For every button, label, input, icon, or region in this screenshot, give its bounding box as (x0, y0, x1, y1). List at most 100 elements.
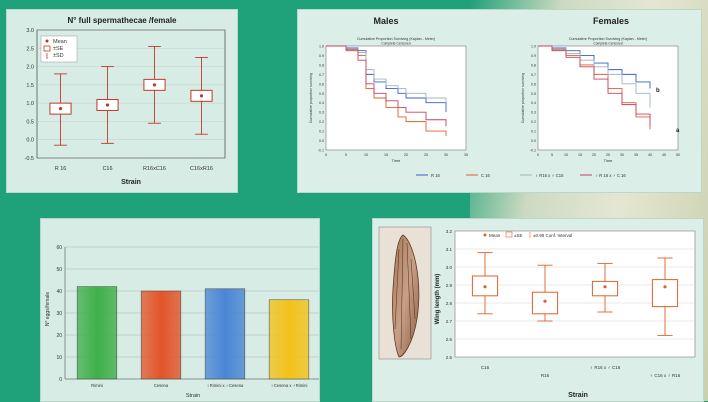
bar (140, 290, 182, 380)
x-tick-label: 20 (592, 153, 596, 157)
x-tick-label: 10 (364, 153, 368, 157)
y-tick-label: 0 (59, 377, 62, 383)
y-tick-label: 2.0 (26, 65, 34, 71)
eggs-panel: 60 50 40 30 20 10 0 Rimini Cesena ♀Rimini x ♂Cese… (40, 218, 320, 402)
y-tick-label: 2.5 (446, 355, 453, 360)
y-tick-label: 0.7 (319, 73, 324, 77)
x-tick-label: R16xC16 (143, 166, 166, 172)
spermathecae-xlabel: Strain (121, 179, 141, 186)
x-tick-label: C16 (481, 365, 490, 370)
x-tick-label: 5 (551, 153, 553, 157)
legend-label: ♀ R16 x ♂ C16 (535, 173, 564, 178)
legend-se-box (43, 45, 51, 52)
y-tick-label: 50 (56, 267, 62, 273)
y-tick-label: 2.9 (446, 283, 453, 288)
x-tick-label: ♀Cesena x ♂Rimini (271, 383, 308, 388)
spermathecae-title: N° full spermathecae /female (67, 16, 177, 25)
wing-legend-mean: Mean (489, 233, 501, 238)
wing-chart: 3.2 3.1 3.0 2.9 2.8 2.7 2.6 2.5 C16 R16 ♀ R16 x ♂ … (378, 226, 696, 399)
legend-label: C 16 (481, 173, 491, 178)
y-tick-label: 0.1 (319, 130, 324, 134)
x-tick-label: 0 (325, 153, 327, 157)
wing-panel: 3.2 3.1 3.0 2.9 2.8 2.7 2.6 2.5 C16 R16 ♀ R16 x ♂ … (372, 218, 704, 402)
wing-legend-se: ±SE (514, 233, 522, 238)
y-tick-label: 1.5 (26, 83, 34, 89)
y-tick-label: 1.0 (26, 101, 34, 107)
survival-line (538, 45, 651, 127)
subtitle: Cumulative Proportion Surviving (Kaplan … (569, 37, 647, 41)
y-tick-label: 0.2 (319, 120, 324, 124)
y-tick-label: 20 (56, 333, 62, 339)
x-tick-label: 25 (606, 153, 610, 157)
mean-point (543, 299, 547, 303)
bar (204, 288, 246, 380)
x-tick-label: 35 (464, 153, 468, 157)
y-tick-label: -0.1 (318, 149, 324, 153)
mean-point (483, 285, 487, 289)
wing-legend: Mean ±SE ±0.95 Conf. Interval (483, 231, 572, 238)
y-tick-label: 0.0 (26, 138, 34, 144)
x-tick-label: 40 (648, 153, 652, 157)
y-tick-label: 0.6 (319, 82, 324, 86)
legend-sd-label: ±SD (53, 53, 64, 59)
x-tick-label: 10 (564, 153, 568, 157)
wing-legend-se-box (505, 231, 513, 238)
y-tick-label: 1.0 (319, 45, 324, 49)
y-tick-label: 10 (56, 355, 62, 361)
y-tick-label: 0.8 (319, 63, 324, 67)
bar (76, 286, 118, 380)
y-tick-label: 0.5 (531, 92, 536, 96)
box-se (591, 280, 619, 297)
x-tick-label: ♀ C16 x ♂ R16 (650, 373, 681, 378)
y-tick-label: 0.4 (531, 101, 536, 105)
subtitle: Cumulative Proportion Surviving (Kaplan … (357, 37, 435, 41)
y-tick-label: 30 (56, 311, 62, 317)
x-tick-label: 35 (634, 153, 638, 157)
survival-chart: Males Females Cumulative Proportion Surv… (309, 16, 680, 178)
y-tick-label: 1.0 (531, 45, 536, 49)
survival-legend: R 16 C 16 ♀ R16 x ♂ C16 ♀ R 16 x ♂ C 16 (416, 173, 626, 178)
subtitle2: Complete Censored (593, 42, 622, 46)
y-tick-label: 0.2 (531, 120, 536, 124)
spermathecae-chart: N° full spermathecae /female 3.0 2.5 2.0 1.… (25, 16, 226, 186)
x-tick-label: 20 (404, 153, 408, 157)
x-tick-label: 30 (620, 153, 624, 157)
mean-point (663, 285, 667, 289)
x-tick-label: 0 (537, 153, 539, 157)
y-tick-label: 0.9 (531, 54, 536, 58)
x-tick-label: 30 (444, 153, 448, 157)
legend-label: ♀ R 16 x ♂ C 16 (595, 173, 626, 178)
x-tick-label: ♀Rimini x ♂Cesena (207, 383, 244, 388)
mean-point (603, 285, 607, 289)
y-tick-label: -0.1 (530, 149, 536, 153)
x-tick-label: C16 (102, 166, 112, 172)
y-tick-label: 60 (56, 245, 62, 251)
females-title: Females (593, 16, 629, 26)
eggs-chart: 60 50 40 30 20 10 0 Rimini Cesena ♀Rimini x ♂Cese… (45, 245, 319, 399)
y-tick-label: 0.7 (531, 73, 536, 77)
y-tick-label: 0.8 (531, 63, 536, 67)
y-tick-label: 0.9 (319, 54, 324, 58)
legend-se-label: ±SE (53, 46, 64, 52)
mean-point (58, 107, 63, 111)
x-axis-label: Time (392, 158, 402, 163)
mean-point (199, 94, 204, 98)
mean-point (105, 103, 110, 107)
survival-line (326, 45, 447, 127)
wing-xlabel: Strain (568, 392, 588, 399)
x-tick-label: 15 (384, 153, 388, 157)
y-tick-label: 0.4 (319, 101, 324, 105)
males-title: Males (373, 16, 398, 26)
x-tick-label: 25 (424, 153, 428, 157)
spermathecae-panel: N° full spermathecae /female 3.0 2.5 2.0 1.… (6, 9, 238, 193)
y-tick-label: 0.5 (319, 92, 324, 96)
x-tick-label: 45 (662, 153, 666, 157)
y-tick-label: -0.5 (25, 156, 34, 162)
spermathecae-legend: Mean ±SE ±SD (40, 35, 78, 63)
annotation-b: b (656, 88, 660, 94)
x-tick-label: 50 (676, 153, 680, 157)
y-tick-label: 3.0 (26, 28, 34, 34)
x-tick-label: R16 (541, 373, 550, 378)
subtitle2: Complete Censored (381, 42, 410, 46)
survival-panel: Males Females Cumulative Proportion Surv… (297, 9, 702, 193)
